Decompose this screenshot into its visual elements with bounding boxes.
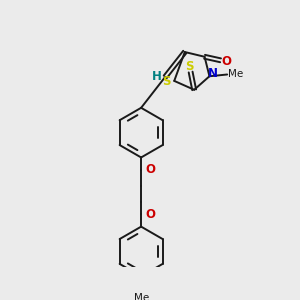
Text: O: O [145,208,155,221]
Text: S: S [162,75,170,88]
Text: S: S [185,60,194,73]
Text: H: H [152,70,162,83]
Text: Me: Me [134,292,149,300]
Text: N: N [208,67,218,80]
Text: Me: Me [228,70,244,80]
Text: O: O [145,164,155,176]
Text: O: O [222,55,232,68]
